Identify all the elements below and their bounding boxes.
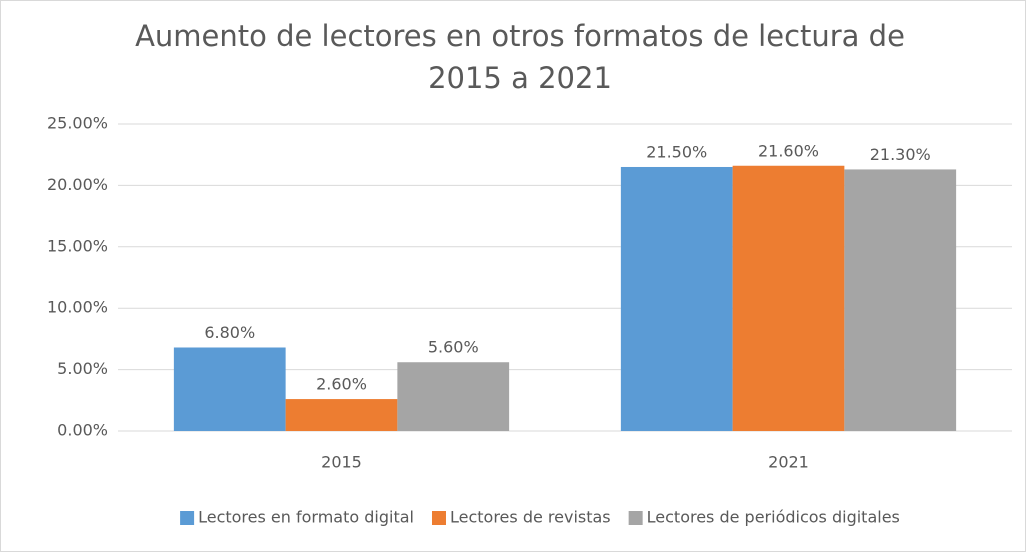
value-label: 21.60% (758, 141, 819, 160)
chart-title: 2015 a 2021 (428, 61, 612, 95)
bar (285, 399, 398, 431)
y-tick-label: 0.00% (57, 421, 108, 440)
value-label: 5.60% (428, 338, 479, 357)
legend-swatch (180, 511, 195, 525)
value-label: 21.50% (646, 142, 707, 161)
bar (732, 165, 845, 431)
legend-label: Lectores en formato digital (198, 508, 414, 527)
y-tick-label: 25.00% (47, 114, 108, 133)
y-tick-label: 10.00% (47, 298, 108, 317)
bar (844, 169, 957, 431)
value-label: 6.80% (204, 323, 255, 342)
y-tick-label: 5.00% (57, 359, 108, 378)
legend-label: Lectores de revistas (450, 508, 611, 527)
x-tick-label: 2015 (321, 453, 362, 472)
bar (620, 166, 733, 432)
legend-label: Lectores de periódicos digitales (647, 508, 900, 527)
x-tick-label: 2021 (768, 453, 809, 472)
bar (397, 362, 510, 431)
y-tick-label: 20.00% (47, 175, 108, 194)
value-label: 2.60% (316, 375, 367, 394)
legend-swatch (628, 511, 643, 525)
value-label: 21.30% (870, 145, 931, 164)
y-tick-label: 15.00% (47, 236, 108, 255)
chart-title: Aumento de lectores en otros formatos de… (135, 19, 905, 53)
legend-swatch (431, 511, 446, 525)
bar (173, 347, 286, 431)
